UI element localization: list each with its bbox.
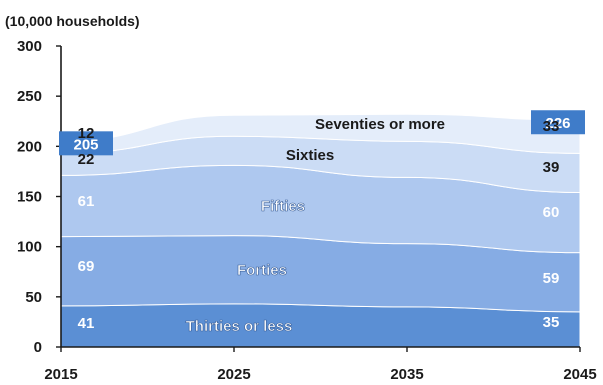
series-label-seventies-or-more: Seventies or more <box>315 116 445 133</box>
total-box-start: 205 <box>59 131 113 156</box>
value-labels: 41 35 69 59 61 60 22 39 12 33 <box>78 118 560 332</box>
value-label-start: 61 <box>78 193 95 210</box>
area-seventies-or-more <box>60 113 581 154</box>
series-labels: Thirties or less Forties Fifties Sixties Sev… <box>185 116 445 335</box>
series-label-thirties-or-less: Thirties or less <box>186 318 293 335</box>
total-boxes: 205 226 <box>59 110 585 156</box>
total-box-start-background <box>59 131 113 156</box>
x-tick-label: 2015 <box>44 366 77 383</box>
x-axis-ticks: 2015 2025 2035 2045 <box>44 347 597 383</box>
value-label-end: 59 <box>543 270 560 287</box>
x-tick-label: 2035 <box>390 366 423 383</box>
y-tick-label: 0 <box>34 339 42 356</box>
series-label-fifties: Fifties <box>261 198 305 215</box>
value-label-start: 22 <box>78 151 95 168</box>
value-label-start: 69 <box>78 258 95 275</box>
y-axis-ticks: 0 50 100 150 200 250 300 <box>17 38 61 356</box>
value-label-end: 60 <box>543 204 560 221</box>
y-tick-label: 100 <box>17 239 42 256</box>
series-label-forties: Forties <box>237 262 287 279</box>
total-box-start-label: 205 <box>73 136 98 153</box>
value-label-end: 39 <box>543 159 560 176</box>
x-tick-label: 2025 <box>217 366 250 383</box>
value-label-end: 35 <box>543 314 560 331</box>
total-box-end-label: 226 <box>545 115 570 132</box>
area-layers <box>60 113 581 348</box>
total-box-end: 226 <box>531 110 585 135</box>
y-tick-label: 150 <box>17 189 42 206</box>
y-tick-label: 200 <box>17 138 42 155</box>
value-label-end: 33 <box>543 118 560 135</box>
y-tick-label: 250 <box>17 88 42 105</box>
total-box-end-background <box>531 110 585 135</box>
series-label-sixties: Sixties <box>286 147 334 164</box>
y-tick-label: 300 <box>17 38 42 55</box>
value-label-start: 12 <box>78 125 95 142</box>
y-axis-unit-label: (10,000 households) <box>5 13 140 29</box>
value-label-start: 41 <box>78 315 95 332</box>
x-tick-label: 2045 <box>563 366 596 383</box>
y-tick-label: 50 <box>25 289 42 306</box>
